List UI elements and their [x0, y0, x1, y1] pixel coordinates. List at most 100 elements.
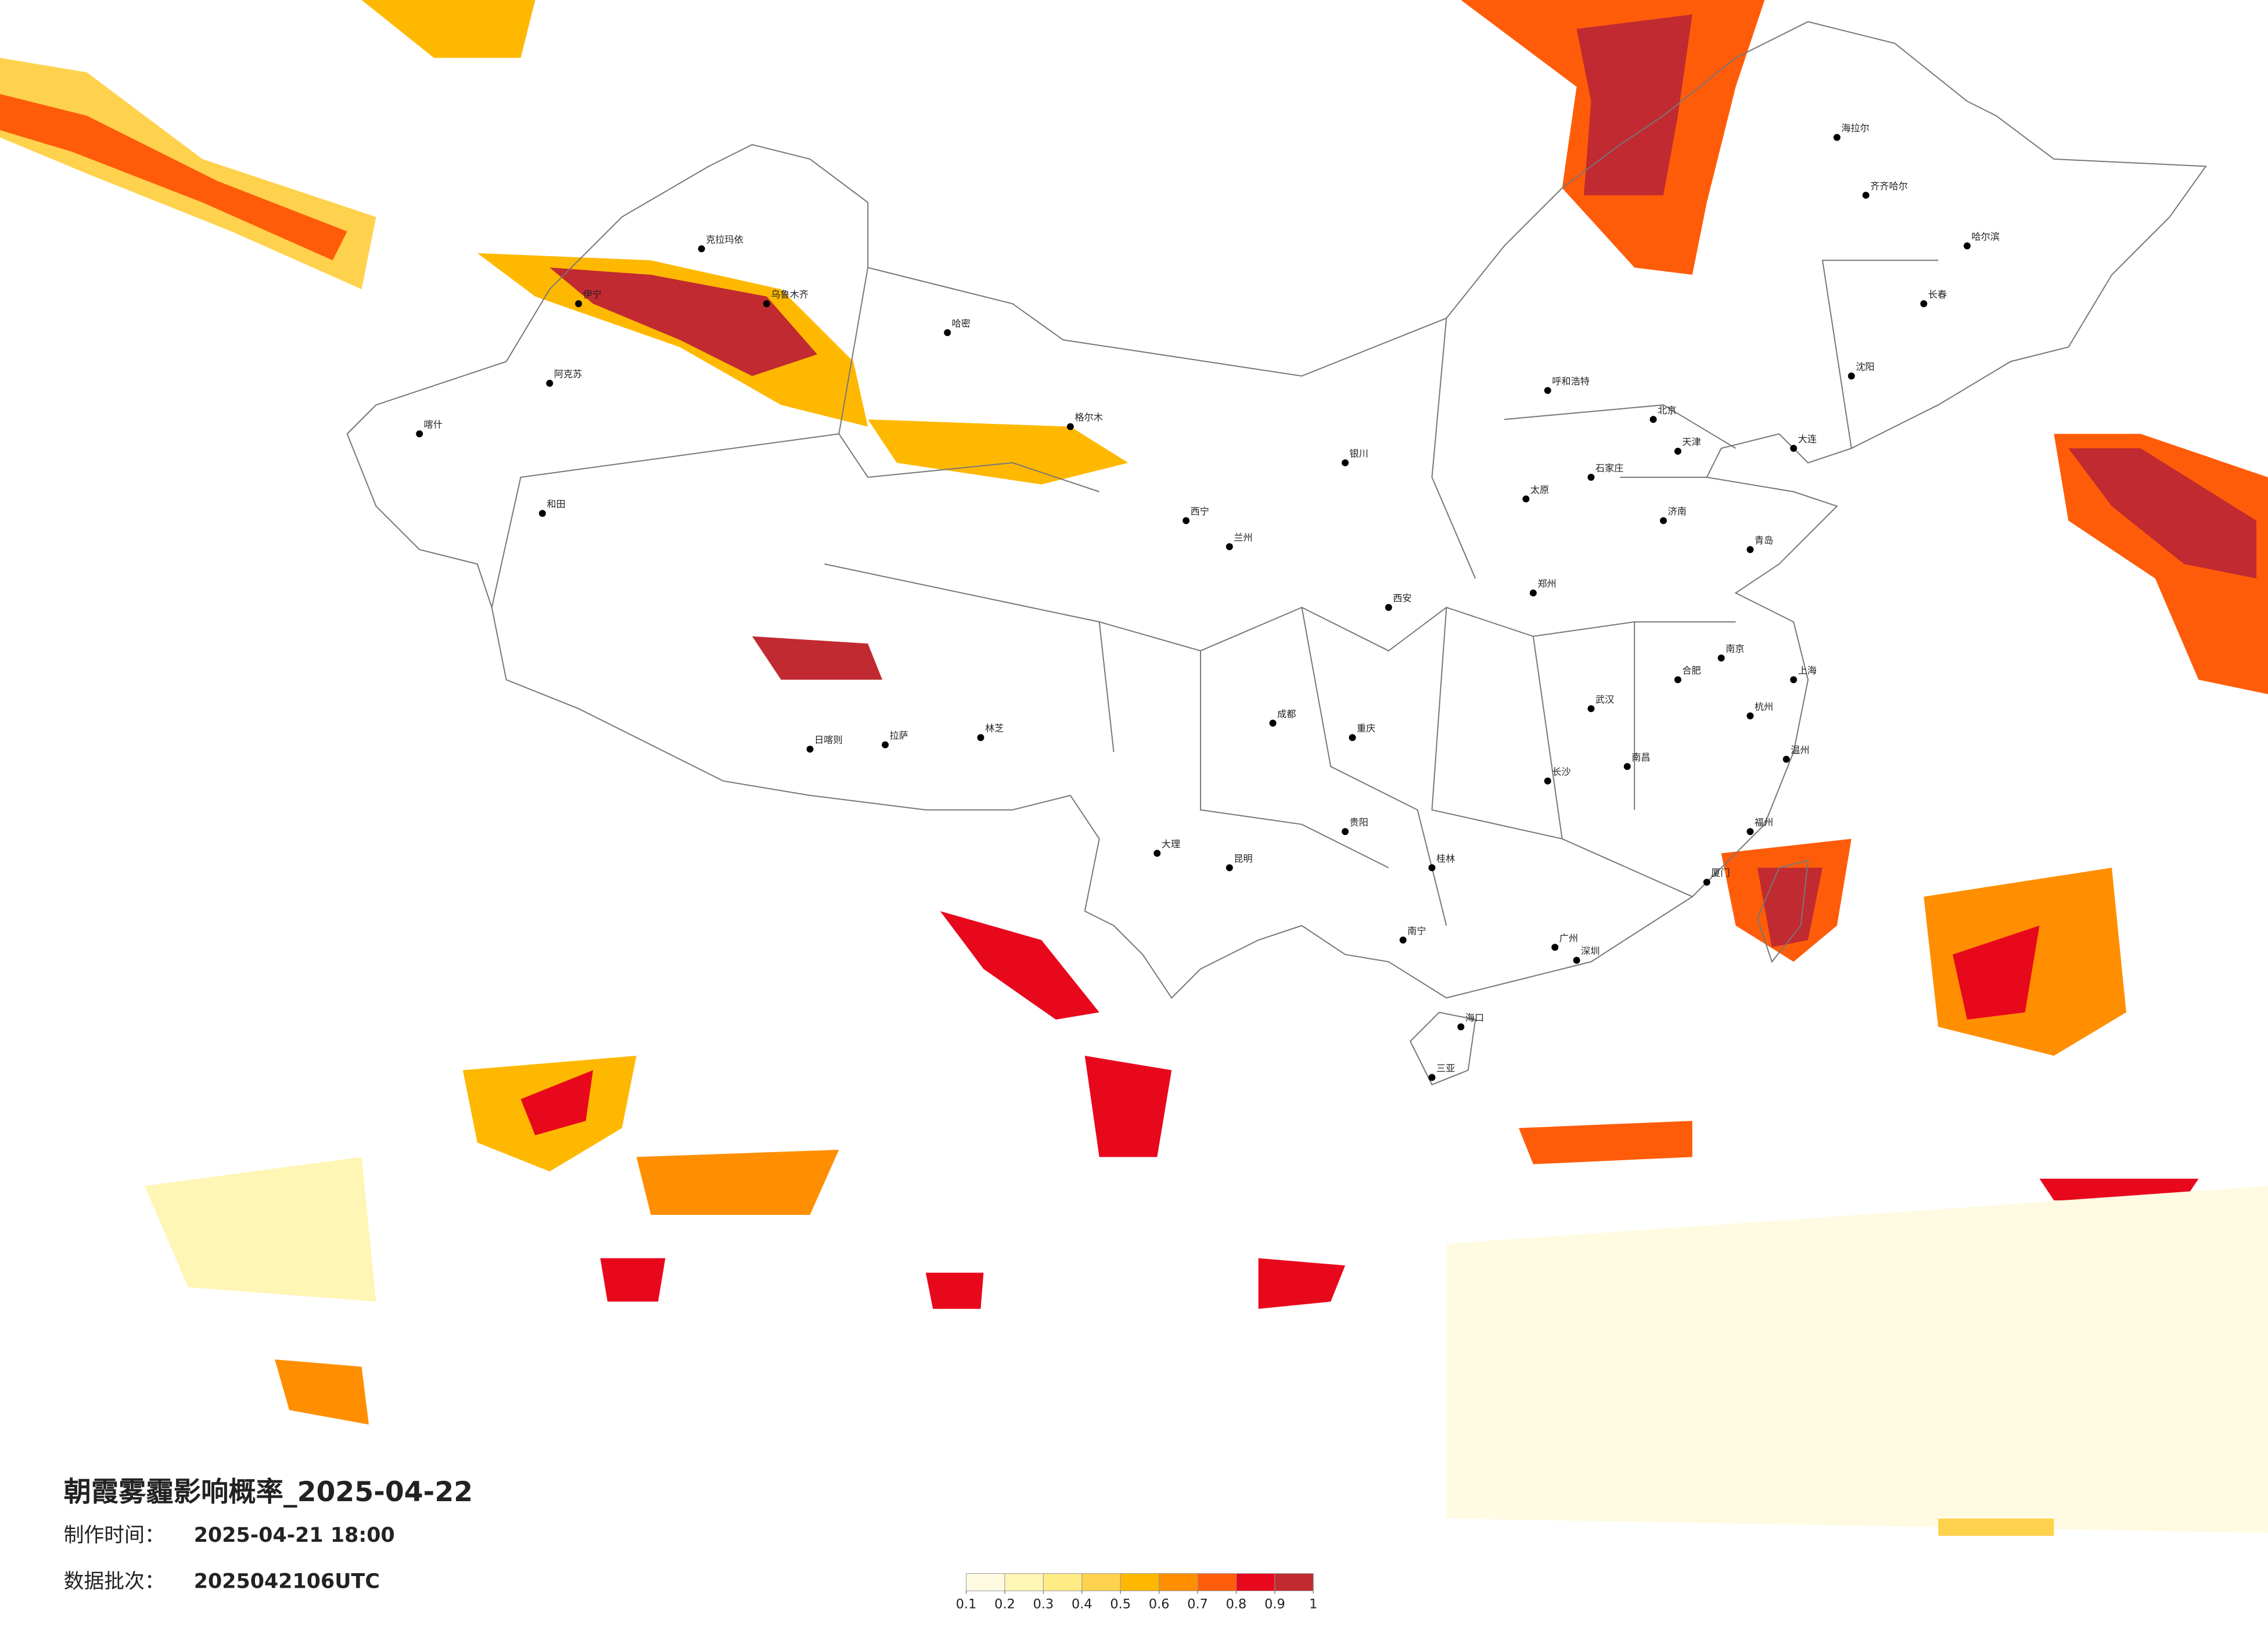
city-dot [1522, 495, 1530, 503]
made-time: 2025-04-21 18:00 [194, 1524, 395, 1547]
city-dot [1674, 448, 1681, 455]
city-dot [1587, 473, 1595, 481]
fog-area [1576, 14, 1692, 196]
colorbar-tick-label: 0.9 [1264, 1596, 1285, 1611]
fog-area [868, 419, 1128, 485]
colorbar-tick-label: 0.5 [1110, 1596, 1131, 1611]
city-label: 合肥 [1682, 665, 1701, 676]
fog-area [0, 93, 347, 261]
city-dot [1790, 676, 1798, 684]
city-label: 哈尔滨 [1971, 231, 2000, 242]
colorbar-segment [1043, 1573, 1083, 1591]
city-label: 拉萨 [890, 730, 908, 741]
city-label: 广州 [1559, 933, 1578, 944]
country-outline [346, 21, 2207, 999]
fog-area [940, 911, 1099, 1020]
borders [346, 21, 2207, 1086]
colorbar: 0.1 0.2 0.3 0.4 0.5 0.6 0.7 0.8 0.9 1 [956, 1573, 1317, 1611]
city-label: 成都 [1277, 708, 1296, 720]
city-dot [1225, 543, 1233, 551]
city-label: 格尔木 [1074, 412, 1103, 423]
city-label: 兰州 [1234, 532, 1252, 543]
city-dot [1674, 676, 1681, 684]
city-dot [575, 300, 583, 307]
city-label: 昆明 [1234, 853, 1252, 864]
city-dot [1587, 705, 1595, 713]
fog-area [2068, 448, 2257, 579]
city-dot [1623, 762, 1631, 770]
fog-area [549, 267, 818, 376]
city-label: 呼和浩特 [1552, 376, 1590, 387]
colorbar-tick-label: 0.1 [956, 1596, 977, 1611]
city-label: 克拉玛依 [706, 234, 743, 245]
city-dot [882, 741, 889, 749]
batch-label: 数据批次： [64, 1570, 165, 1593]
city-label: 郑州 [1537, 578, 1556, 589]
city-dot [416, 430, 423, 438]
city-label: 石家庄 [1595, 462, 1624, 473]
city-label: 北京 [1658, 405, 1676, 416]
fog-area [752, 636, 883, 680]
city-label: 武汉 [1595, 694, 1614, 705]
map-title: 朝霞雾霾影响概率_2025-04-22 [64, 1476, 473, 1508]
city-label: 重庆 [1357, 723, 1375, 734]
colorbar-segment [1274, 1573, 1314, 1591]
city-dot [1703, 879, 1710, 886]
colorbar-segment [1004, 1573, 1044, 1591]
colorbar-tick-label: 1 [1309, 1596, 1317, 1611]
city-dot [1920, 300, 1928, 307]
city-dot [806, 746, 814, 753]
fog-area [1446, 1186, 2268, 1533]
city-dot [1848, 372, 1855, 380]
colorbar-segment [1159, 1573, 1198, 1591]
city-label: 海拉尔 [1841, 123, 1870, 134]
city-dot [546, 379, 553, 387]
fog-area [1938, 1518, 2054, 1536]
city-label: 喀什 [424, 419, 443, 430]
city-dot [1529, 589, 1537, 597]
city-label: 哈密 [952, 318, 971, 329]
city-dot [1660, 517, 1667, 524]
city-dot [1746, 546, 1754, 553]
colorbar-tick-label: 0.3 [1033, 1596, 1054, 1611]
city-label: 林芝 [985, 723, 1004, 734]
city-dot [1457, 1023, 1465, 1031]
made-label: 制作时间： [64, 1524, 165, 1547]
city-label: 厦门 [1711, 868, 1730, 879]
city-label: 齐齐哈尔 [1870, 181, 1908, 192]
city-dot [1342, 459, 1349, 466]
city-dot [1385, 604, 1392, 611]
city-label: 海口 [1465, 1012, 1484, 1023]
colorbar-segment [1235, 1573, 1275, 1591]
colorbar-tick-label: 0.6 [1149, 1596, 1170, 1611]
city-dot [1544, 387, 1551, 394]
city-label: 三亚 [1436, 1063, 1455, 1074]
colorbar-segment [1120, 1573, 1160, 1591]
city-label: 济南 [1667, 506, 1686, 517]
city-dot [1790, 445, 1798, 452]
province-border [491, 260, 1939, 926]
city-label: 温州 [1791, 744, 1809, 756]
island-outline [1409, 1012, 1476, 1086]
city-label: 沈阳 [1856, 361, 1874, 372]
city-label: 贵阳 [1350, 817, 1368, 828]
city-dot [1182, 517, 1190, 524]
fog-area [636, 1149, 839, 1215]
fog-area [925, 1272, 984, 1309]
city-label: 南宁 [1407, 925, 1426, 936]
city-label: 天津 [1682, 437, 1701, 448]
city-dot [1551, 944, 1559, 951]
fog-area [1757, 868, 1823, 948]
colorbar-tick-label: 0.2 [994, 1596, 1015, 1611]
city-dot [1649, 416, 1657, 423]
city-dot [1573, 956, 1580, 964]
city-label: 深圳 [1581, 945, 1600, 956]
city-label: 上海 [1798, 665, 1817, 676]
city-label: 南昌 [1631, 751, 1650, 762]
fog-area [145, 1157, 376, 1302]
fog-area [275, 1359, 369, 1425]
city-dot [538, 510, 546, 517]
city-dot [1833, 134, 1841, 141]
colorbar-tick-label: 0.7 [1187, 1596, 1208, 1611]
